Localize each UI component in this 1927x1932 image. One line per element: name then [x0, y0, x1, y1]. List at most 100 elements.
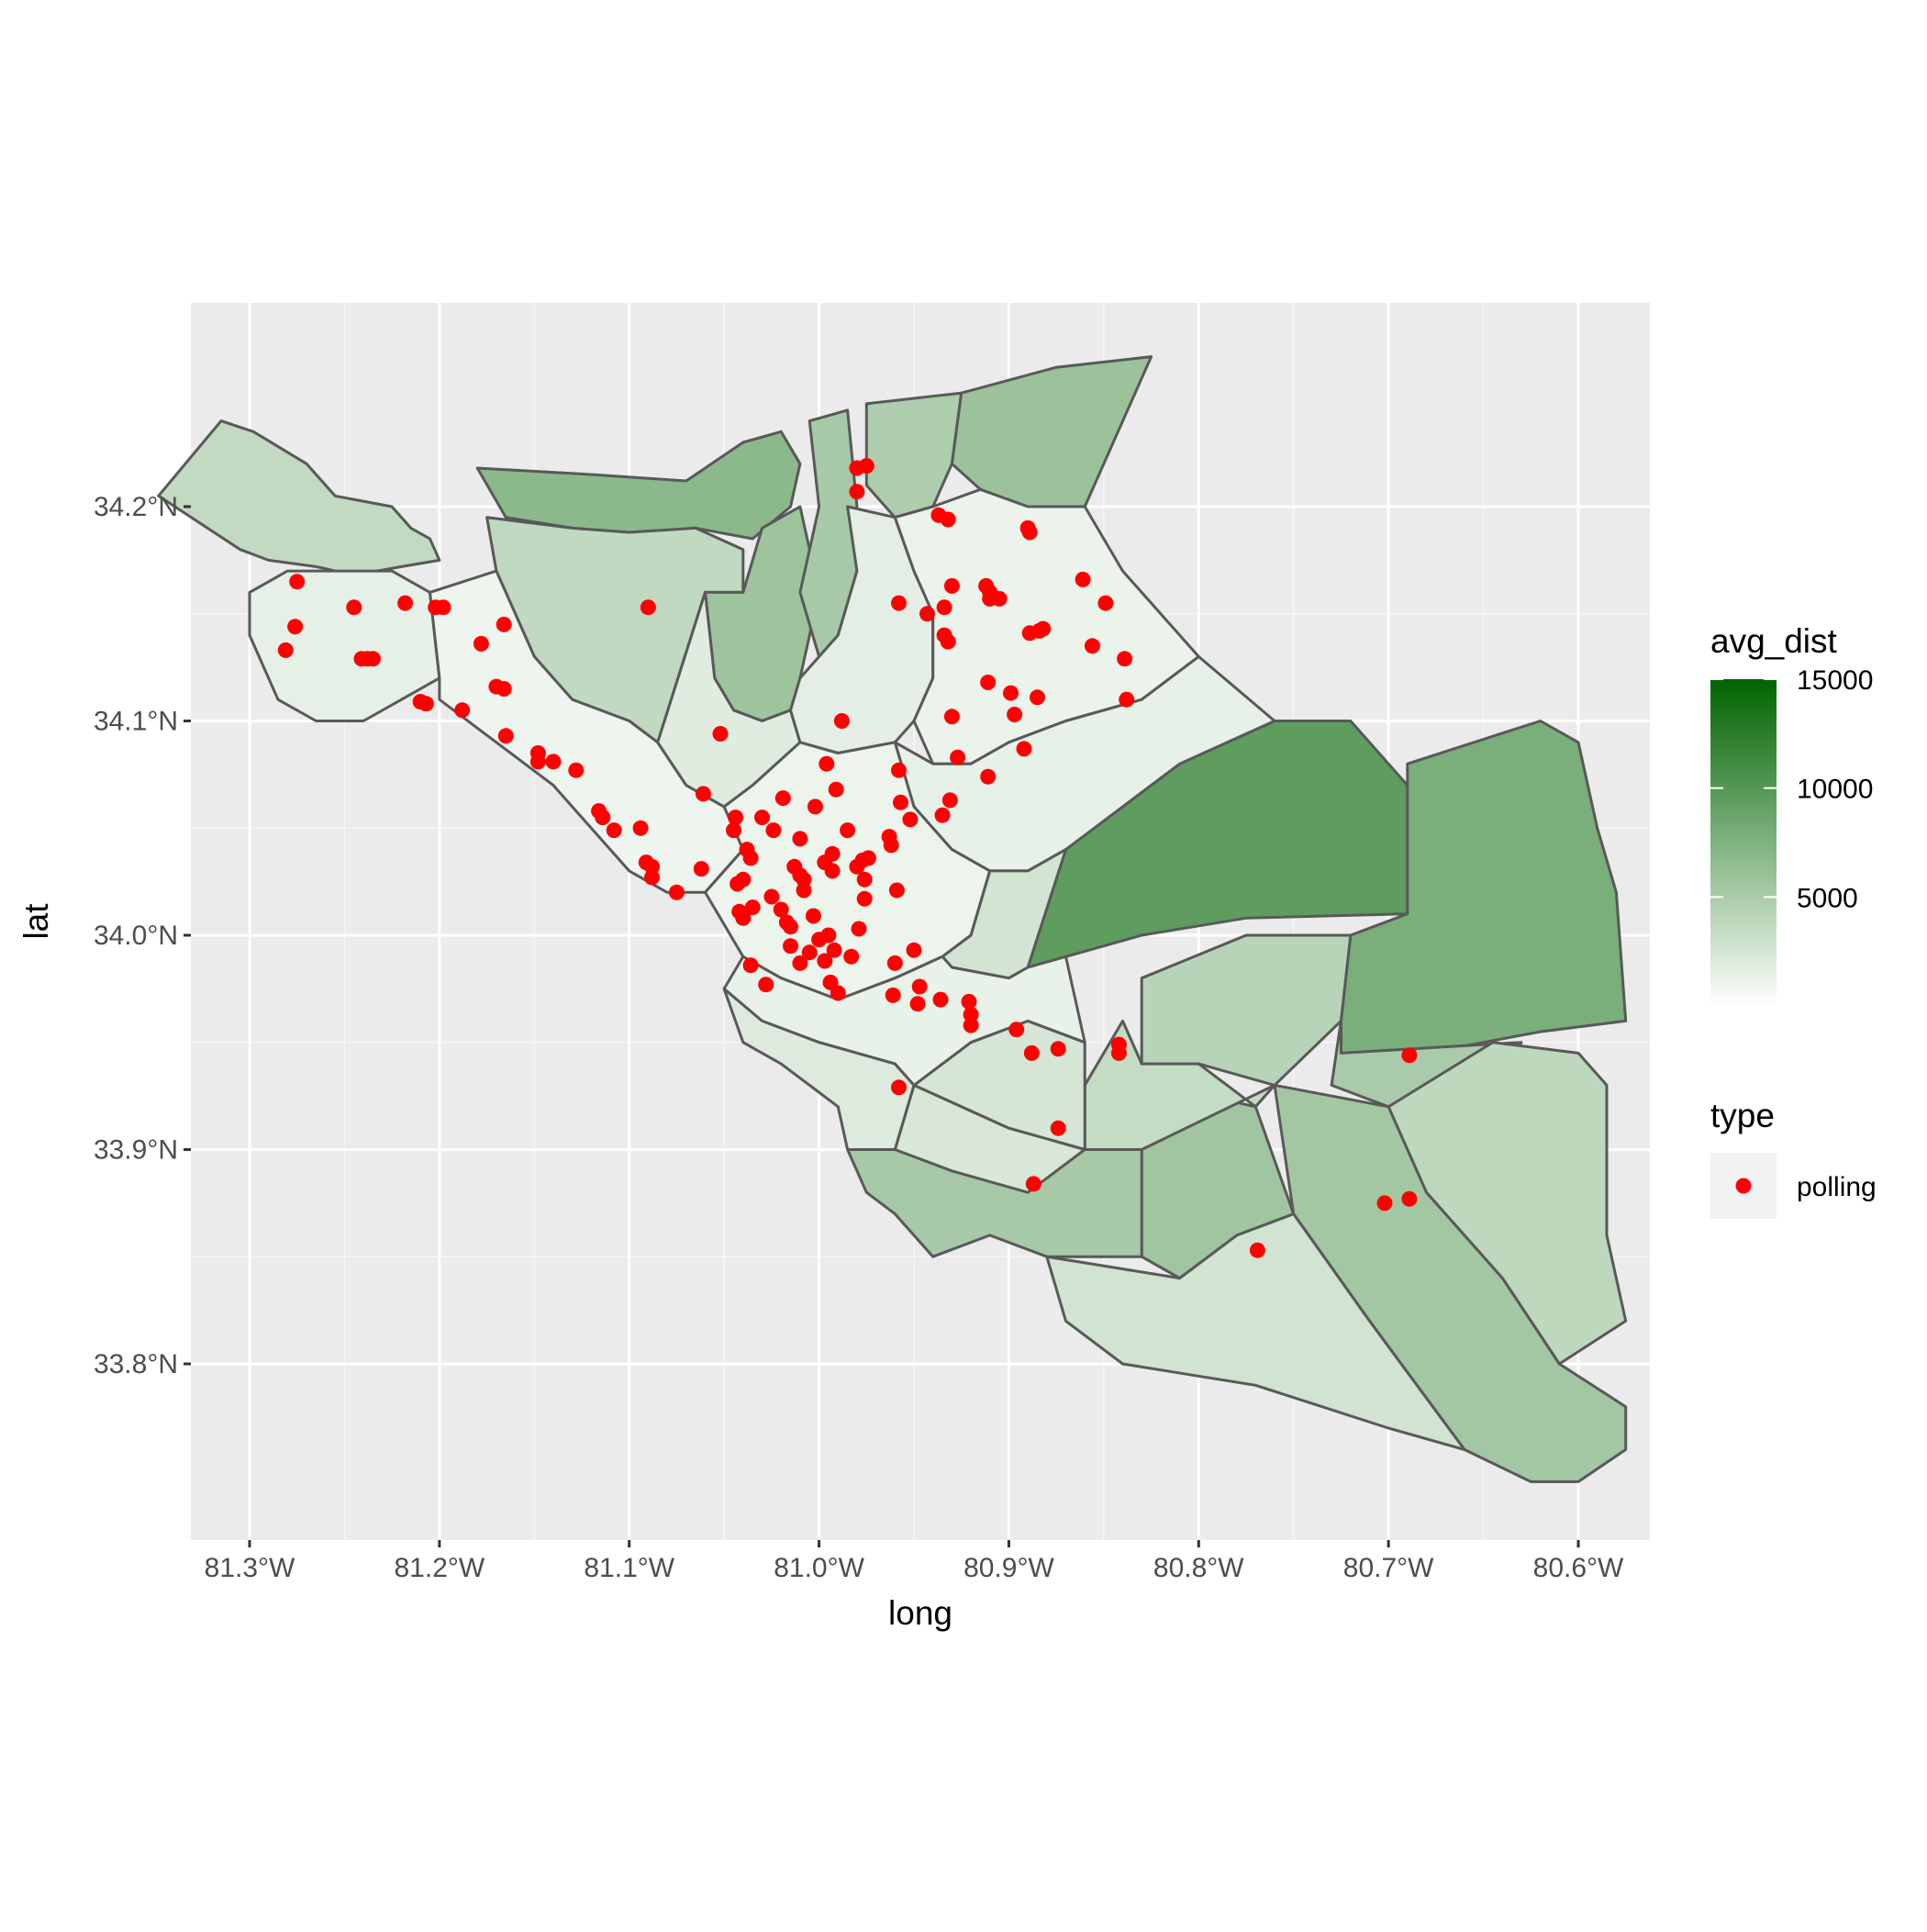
polling-point	[497, 728, 514, 744]
polling-point	[742, 957, 759, 974]
polling-point	[961, 993, 977, 1010]
polling-point	[418, 696, 434, 712]
x-tick-label: 81.1°W	[584, 1553, 674, 1583]
point-legend-entries: polling	[1710, 1153, 1877, 1219]
colorbar-tick-label: 10000	[1797, 775, 1873, 805]
polling-point	[1376, 1195, 1393, 1212]
polling-point	[940, 633, 956, 650]
x-axis: 81.3°W 81.2°W 81.1°W 81.0°W 80.9°W 80.8°W 80.7…	[205, 1540, 1624, 1583]
polling-point	[1025, 1176, 1041, 1192]
polling-point	[919, 606, 935, 622]
polling-point	[726, 822, 741, 839]
x-tick-label: 81.2°W	[395, 1553, 485, 1583]
polling-point	[744, 899, 761, 916]
polling-point	[397, 595, 414, 611]
region-16	[1140, 933, 1353, 1087]
y-tick-label: 34.2°N	[94, 492, 178, 522]
polling-point	[632, 820, 649, 836]
polling-point	[843, 948, 860, 965]
colorbar-tick-label: 15000	[1797, 665, 1873, 696]
polling-point	[963, 1006, 979, 1022]
polling-point	[891, 762, 907, 778]
region-20	[248, 569, 441, 722]
polling-point	[886, 955, 903, 971]
polling-point	[1401, 1047, 1418, 1064]
polling-point	[792, 831, 808, 847]
y-tick-label: 33.8°N	[94, 1349, 178, 1379]
point-legend: type polling	[1710, 1097, 1877, 1219]
polling-point	[936, 599, 952, 616]
y-tick-label: 33.9°N	[94, 1135, 178, 1166]
polling-point	[849, 484, 865, 500]
polling-point	[885, 987, 901, 1003]
polling-point	[980, 768, 997, 785]
polling-point	[742, 850, 759, 866]
polling-point	[346, 599, 362, 616]
polling-point	[1084, 638, 1100, 654]
polling-point	[454, 702, 471, 719]
region-1	[157, 419, 441, 577]
y-tick-label: 34.0°N	[94, 921, 178, 951]
polling-point	[792, 955, 808, 971]
polling-point	[906, 942, 922, 958]
polling-point	[1021, 524, 1038, 541]
polling-point	[934, 807, 951, 823]
polling-point	[796, 871, 812, 888]
polling-point	[932, 991, 949, 1008]
polling-point	[1119, 691, 1135, 708]
polling-point	[830, 985, 846, 1001]
polling-point	[765, 822, 782, 839]
polling-point	[824, 863, 841, 879]
polling-point	[828, 781, 844, 798]
polling-point	[773, 901, 789, 918]
polling-point	[909, 996, 926, 1012]
polling-point	[774, 790, 791, 807]
polling-point	[496, 616, 512, 632]
polling-point	[1050, 1120, 1066, 1136]
polling-point	[1016, 741, 1032, 757]
polling-point	[277, 642, 294, 658]
polling-point	[595, 810, 611, 826]
polling-point	[943, 709, 960, 725]
polling-point	[473, 635, 489, 652]
polling-point	[568, 762, 585, 778]
polling-point	[851, 921, 867, 937]
x-tick-label: 81.3°W	[205, 1553, 295, 1583]
polling-point	[1007, 707, 1023, 722]
polling-point	[1075, 571, 1091, 587]
polling-point	[796, 882, 812, 899]
polling-point	[693, 861, 709, 877]
polling-point	[783, 919, 798, 935]
y-axis: 33.8°N 33.9°N 34.0°N 34.1°N 34.2°N	[94, 492, 191, 1379]
polling-point	[545, 754, 562, 770]
polling-point	[819, 755, 835, 772]
polling-point	[826, 942, 842, 958]
polling-point	[883, 837, 899, 854]
polling-point	[529, 754, 546, 770]
polling-point	[860, 850, 876, 866]
polling-point	[820, 927, 837, 944]
polling-point	[856, 890, 873, 907]
polling-point	[763, 888, 780, 905]
point-legend-title: type	[1710, 1097, 1775, 1134]
polling-point	[817, 953, 833, 969]
polling-point	[287, 619, 304, 635]
polling-point	[943, 577, 960, 594]
polling-point	[496, 681, 512, 697]
polling-point	[824, 845, 841, 862]
colorbar-ticks: 5000 10000 15000	[1710, 665, 1873, 913]
y-tick-label: 34.1°N	[94, 707, 178, 737]
x-tick-label: 80.9°W	[964, 1553, 1054, 1583]
polling-point	[856, 871, 873, 888]
polling-point	[1003, 685, 1019, 701]
polling-point	[1030, 689, 1045, 706]
polling-point	[941, 792, 958, 809]
x-tick-label: 80.8°W	[1153, 1553, 1244, 1583]
polling-point	[888, 882, 905, 899]
polling-point	[783, 938, 798, 955]
polling-point	[435, 599, 451, 616]
polling-point	[1110, 1044, 1127, 1061]
polling-point	[858, 458, 874, 475]
polling-point	[640, 599, 656, 616]
